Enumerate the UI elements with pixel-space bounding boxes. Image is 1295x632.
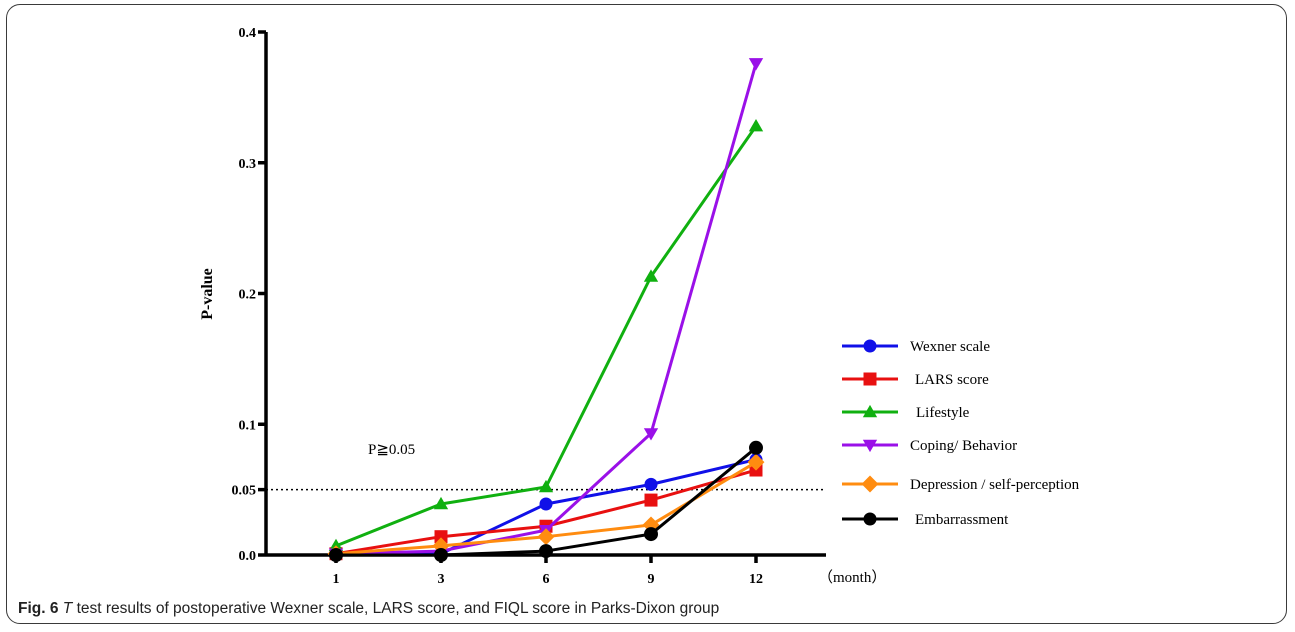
data-point xyxy=(643,428,659,441)
data-point xyxy=(537,528,555,546)
data-point xyxy=(434,548,448,562)
legend: Wexner scale LARS score Lifestyle Coping/ B… xyxy=(842,339,1080,528)
data-point xyxy=(539,544,553,559)
data-point xyxy=(329,548,343,562)
y-tick-label: 0.3 xyxy=(239,157,257,172)
x-tick-label: 3 xyxy=(438,572,445,587)
y-tick-label: 0.0 xyxy=(239,549,257,564)
legend-marker xyxy=(862,404,878,418)
figure-frame xyxy=(6,4,1287,624)
legend-label: Depression / self-perception xyxy=(910,477,1080,493)
data-point xyxy=(747,453,765,471)
data-point xyxy=(328,538,344,552)
legend-marker xyxy=(863,339,877,353)
legend-item: Coping/ Behavior xyxy=(842,438,1017,454)
y-tick-label: 0.2 xyxy=(239,288,257,303)
y-tick-label: 0.4 xyxy=(239,26,257,41)
legend-label: Coping/ Behavior xyxy=(910,438,1017,454)
legend-marker xyxy=(863,512,877,526)
legend-label: Wexner scale xyxy=(910,339,990,355)
y-tick-label: 0.1 xyxy=(239,418,257,433)
data-point xyxy=(644,527,658,542)
x-tick-label: 1 xyxy=(333,572,340,587)
threshold-label: P≧0.05 xyxy=(368,442,415,458)
data-point xyxy=(433,496,449,510)
legend-item: LARS score xyxy=(842,372,989,388)
caption-t-letter: T xyxy=(62,600,73,617)
legend-label: Lifestyle xyxy=(916,405,970,421)
legend-marker xyxy=(863,372,877,386)
figure-caption: Fig. 6 T test results of postoperative W… xyxy=(18,600,719,618)
x-tick-label: 6 xyxy=(543,572,550,587)
legend-marker xyxy=(861,475,879,493)
legend-item: Depression / self-perception xyxy=(842,475,1080,493)
caption-fig-label: Fig. 6 xyxy=(18,600,59,617)
data-point xyxy=(749,440,763,455)
series-2 xyxy=(328,118,764,552)
legend-label: Embarrassment xyxy=(915,512,1009,528)
data-point xyxy=(748,118,764,132)
data-point xyxy=(644,493,658,507)
data-point xyxy=(539,497,553,511)
x-axis-label: （month） xyxy=(818,569,886,586)
data-point xyxy=(643,269,659,282)
data-point xyxy=(538,479,554,493)
legend-item: Embarrassment xyxy=(842,512,1009,528)
legend-marker xyxy=(862,439,878,453)
legend-label: LARS score xyxy=(915,372,989,388)
data-point xyxy=(432,537,450,555)
legend-item: Wexner scale xyxy=(842,339,990,355)
legend-item: Lifestyle xyxy=(842,404,970,421)
data-point xyxy=(644,477,658,491)
x-tick-label: 12 xyxy=(749,572,763,587)
axes: 0.0 0.05 0.1 0.2 0.3 0.4 1 3 6 9 12 xyxy=(232,26,826,587)
y-axis-label: P-value xyxy=(199,268,216,320)
data-point xyxy=(748,58,764,71)
series-group xyxy=(327,58,765,563)
series-5 xyxy=(329,440,763,562)
y-tick-label: 0.05 xyxy=(232,484,257,499)
x-tick-label: 9 xyxy=(648,572,655,587)
caption-text: test results of postoperative Wexner sca… xyxy=(72,600,720,617)
data-point xyxy=(434,530,448,544)
